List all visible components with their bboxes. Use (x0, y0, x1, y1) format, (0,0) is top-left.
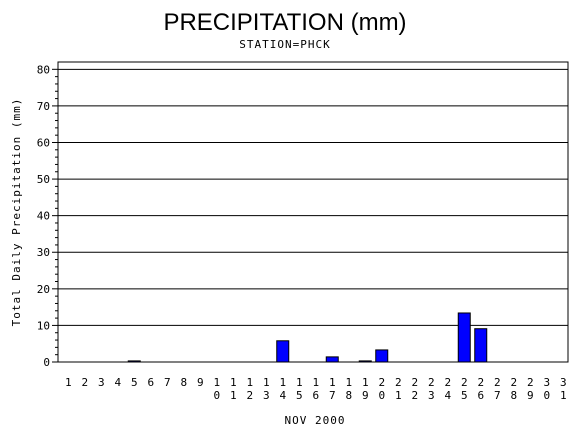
bar-day-25 (457, 312, 471, 363)
x-tick-label: 1 (345, 376, 352, 389)
x-tick-label: 3 (428, 389, 435, 402)
x-axis-label: NOV 2000 (285, 414, 346, 427)
y-axis-label: Total Daily Precipitation (mm) (10, 98, 23, 327)
x-tick-label: 5 (461, 389, 468, 402)
y-axis-ticks: 0 10 20 30 40 50 60 70 80 (37, 63, 58, 369)
x-tick-label: 1 (395, 389, 402, 402)
x-tick-label: 9 (527, 389, 534, 402)
x-tick-label: 0 (543, 389, 550, 402)
bar-day-26 (474, 328, 488, 363)
x-tick-label: 1 (362, 376, 369, 389)
y-tick-label: 70 (37, 100, 50, 113)
x-tick-label: 2 (428, 376, 435, 389)
x-tick-label: 9 (362, 389, 369, 402)
y-tick-label: 40 (37, 210, 50, 223)
x-tick-label: 4 (444, 389, 451, 402)
x-tick-label: 3 (560, 376, 567, 389)
x-tick-label: 5 (296, 389, 303, 402)
x-tick-label: 4 (279, 389, 286, 402)
x-tick-label: 1 (312, 376, 319, 389)
x-tick-label: 7 (494, 389, 501, 402)
x-tick-label: 7 (329, 389, 336, 402)
x-tick-label: 9 (197, 376, 204, 389)
bar-day-14 (276, 340, 290, 363)
y-tick-label: 30 (37, 246, 50, 259)
x-tick-label: 2 (411, 376, 418, 389)
bar-day-20 (375, 349, 389, 363)
y-tick-label: 10 (37, 319, 50, 332)
x-tick-label: 0 (213, 389, 220, 402)
x-tick-label: 6 (147, 376, 154, 389)
x-tick-label: 2 (411, 389, 418, 402)
x-tick-label: 1 (263, 376, 270, 389)
x-tick-label: 3 (543, 376, 550, 389)
x-tick-label: 1 (213, 376, 220, 389)
x-tick-label: 7 (164, 376, 171, 389)
x-tick-label: 1 (230, 376, 237, 389)
x-tick-label: 1 (246, 376, 253, 389)
x-tick-label: 2 (444, 376, 451, 389)
x-tick-label: 2 (461, 376, 468, 389)
x-tick-label: 2 (81, 376, 88, 389)
x-tick-label: 2 (494, 376, 501, 389)
x-tick-label: 3 (263, 389, 270, 402)
bars (127, 312, 488, 363)
y-tick-label: 20 (37, 283, 50, 296)
x-tick-label: 5 (131, 376, 138, 389)
x-tick-label: 2 (378, 376, 385, 389)
x-tick-label: 1 (329, 376, 336, 389)
y-tick-label: 50 (37, 173, 50, 186)
chart-subtitle: STATION=PHCK (239, 38, 330, 51)
x-tick-label: 1 (279, 376, 286, 389)
y-tick-label: 80 (37, 63, 50, 76)
chart-title: PRECIPITATION (mm) (163, 9, 406, 36)
x-tick-label: 2 (510, 376, 517, 389)
x-tick-label: 6 (477, 389, 484, 402)
x-tick-label: 1 (230, 389, 237, 402)
x-tick-label: 8 (345, 389, 352, 402)
x-tick-label: 6 (312, 389, 319, 402)
y-tick-label: 0 (43, 356, 50, 369)
x-tick-label: 1 (560, 389, 567, 402)
x-tick-label: 2 (477, 376, 484, 389)
x-tick-label: 3 (98, 376, 105, 389)
x-tick-label: 8 (510, 389, 517, 402)
x-tick-label: 2 (527, 376, 534, 389)
bar-day-17 (325, 356, 339, 363)
plot-frame (57, 61, 569, 363)
x-tick-label: 4 (114, 376, 121, 389)
x-axis-ticks: 1 2 3 4 5 6 7 8 9 1011121314151617181920212223242… (65, 376, 567, 402)
x-tick-label: 2 (395, 376, 402, 389)
gridlines (58, 68, 568, 326)
x-tick-label: 1 (296, 376, 303, 389)
y-tick-label: 60 (37, 136, 50, 149)
x-tick-label: 0 (378, 389, 385, 402)
x-tick-label: 2 (246, 389, 253, 402)
x-tick-label: 1 (65, 376, 72, 389)
x-tick-label: 8 (180, 376, 187, 389)
